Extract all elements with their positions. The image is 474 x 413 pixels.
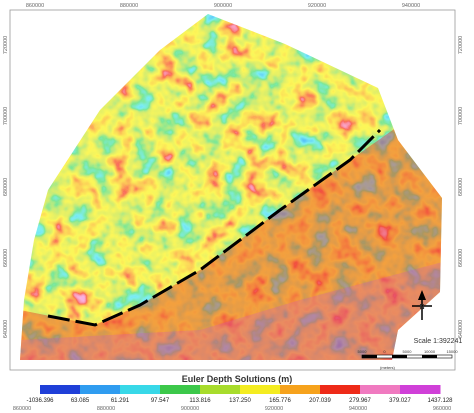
left-y-label: 640000 (3, 320, 9, 338)
legend-swatch (120, 385, 161, 394)
scale-bar-label: 5000 (403, 349, 413, 354)
scale-bar-label: 10000 (424, 349, 436, 354)
legend-swatch (320, 385, 361, 394)
left-y-label: 660000 (3, 249, 9, 267)
scale-text: Scale 1:392241 (414, 338, 463, 345)
legend-swatch (200, 385, 241, 394)
legend-label: 63.085 (71, 398, 90, 404)
north-label: N (419, 304, 424, 311)
legend-swatch (80, 385, 121, 394)
bottom-x-label: 860000 (13, 406, 31, 412)
right-y-label: 640000 (458, 320, 464, 338)
deeper-zone (20, 260, 442, 360)
legend-swatch (360, 385, 401, 394)
legend-label: 137.250 (229, 398, 251, 404)
bottom-x-label: 880000 (97, 406, 115, 412)
top-x-label: 940000 (402, 3, 420, 9)
right-y-label: 720000 (458, 36, 464, 54)
scale-unit: (meters) (380, 365, 396, 370)
top-x-label: 860000 (26, 3, 44, 9)
top-x-label: 920000 (308, 3, 326, 9)
legend-label: 61.291 (111, 398, 130, 404)
scale-bar-label: 15000 (446, 349, 458, 354)
legend-label: 97.547 (151, 398, 170, 404)
legend-swatch (40, 385, 81, 394)
north-arrow: N (412, 290, 432, 320)
bottom-x-label: 920000 (265, 406, 283, 412)
scale-bar (361, 354, 453, 359)
legend-label: 1437.128 (427, 398, 453, 404)
legend-swatch (240, 385, 281, 394)
legend-title: Euler Depth Solutions (m) (182, 374, 293, 384)
legend-label: -1036.396 (26, 398, 54, 404)
right-y-label: 680000 (458, 178, 464, 196)
scale-bar-label: 5000 (358, 349, 368, 354)
right-y-label: 660000 (458, 249, 464, 267)
legend-label: 379.027 (389, 398, 411, 404)
legend-swatch (160, 385, 201, 394)
legend-label: 207.039 (309, 398, 331, 404)
fault-line (47, 128, 382, 327)
legend-label: 113.816 (189, 398, 211, 404)
left-y-label: 680000 (3, 178, 9, 196)
top-x-label: 880000 (120, 3, 138, 9)
scale-bar-label: 0 (383, 349, 386, 354)
left-y-label: 700000 (3, 107, 9, 125)
top-x-label: 900000 (214, 3, 232, 9)
deep-zone (20, 125, 442, 360)
left-y-label: 720000 (3, 36, 9, 54)
legend-swatch (280, 385, 321, 394)
right-y-label: 700000 (458, 107, 464, 125)
legend-label: 279.967 (349, 398, 371, 404)
bottom-x-label: 960000 (433, 406, 451, 412)
legend-label: 165.776 (269, 398, 291, 404)
legend-swatch (400, 385, 441, 394)
bottom-x-label: 940000 (349, 406, 367, 412)
bottom-x-label: 900000 (181, 406, 199, 412)
